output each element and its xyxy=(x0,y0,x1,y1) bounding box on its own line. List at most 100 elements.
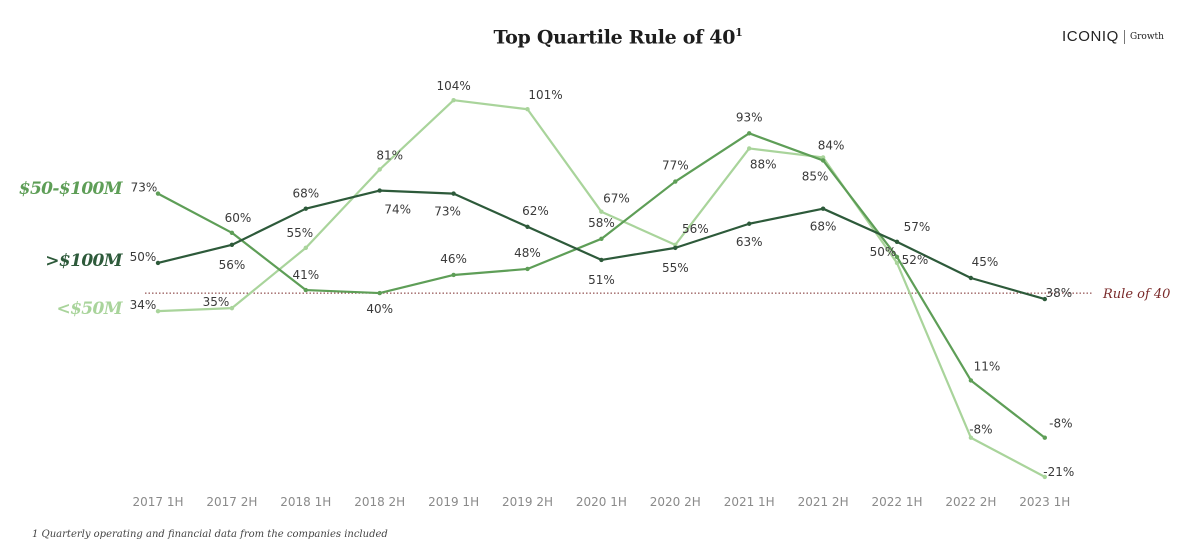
data-point xyxy=(747,221,752,226)
data-label: 50% xyxy=(130,250,157,264)
reference-line-label: Rule of 40 xyxy=(1102,287,1170,302)
data-point xyxy=(525,266,530,272)
data-label: 48% xyxy=(514,246,541,260)
brand-name: ICONIQ xyxy=(1062,28,1119,45)
data-point xyxy=(820,155,826,160)
data-point xyxy=(747,146,752,151)
chart-title: Top Quartile Rule of 401 xyxy=(493,26,743,49)
series-line-2 xyxy=(157,99,1046,478)
data-point xyxy=(525,224,530,229)
data-label: 56% xyxy=(682,222,709,236)
brand-sub: Growth xyxy=(1129,31,1164,42)
brand-divider xyxy=(1123,29,1125,44)
data-label: 93% xyxy=(736,110,763,124)
data-label: 74% xyxy=(384,203,411,217)
data-point xyxy=(229,242,235,248)
data-point xyxy=(451,191,456,196)
data-point xyxy=(303,287,308,293)
data-label: 50% xyxy=(870,245,897,259)
x-tick-label: 2020 1H xyxy=(576,495,627,509)
data-point xyxy=(229,230,235,235)
data-label: 68% xyxy=(292,187,319,201)
data-point xyxy=(673,245,678,251)
series-label-over-100m: >$100M xyxy=(45,251,122,271)
data-label: 58% xyxy=(588,216,615,230)
data-point xyxy=(747,131,752,136)
data-point xyxy=(894,260,900,266)
data-label: 84% xyxy=(818,138,845,152)
data-label: 68% xyxy=(810,220,837,234)
data-point xyxy=(525,107,530,112)
data-label: 73% xyxy=(131,181,158,195)
x-tick-label: 2017 1H xyxy=(132,495,183,509)
data-point xyxy=(377,167,382,172)
data-point xyxy=(1042,474,1048,480)
data-label: 73% xyxy=(434,205,461,219)
data-label: 35% xyxy=(203,295,230,309)
x-tick-label: 2019 2H xyxy=(502,495,553,509)
data-label: 85% xyxy=(802,169,829,183)
x-tick-label: 2022 1H xyxy=(871,495,922,509)
data-point xyxy=(229,305,235,311)
footnote: 1 Quarterly operating and financial data… xyxy=(32,529,388,540)
x-tick-label: 2021 2H xyxy=(798,495,849,509)
x-tick-label: 2023 1H xyxy=(1019,495,1070,509)
x-tick-label: 2018 2H xyxy=(354,495,405,509)
data-label: 34% xyxy=(130,298,157,312)
data-point xyxy=(377,290,382,296)
data-label: 51% xyxy=(588,273,615,287)
data-point xyxy=(673,242,678,248)
data-label: 56% xyxy=(219,258,246,272)
data-point xyxy=(377,188,382,193)
data-label: -21% xyxy=(1043,465,1074,479)
data-label: 40% xyxy=(366,302,393,316)
data-point xyxy=(155,191,161,196)
data-label: 11% xyxy=(974,359,1001,373)
data-point xyxy=(673,179,678,184)
data-point xyxy=(1042,435,1048,440)
data-point xyxy=(155,308,161,314)
data-label: 57% xyxy=(904,220,931,234)
data-label: 67% xyxy=(603,192,630,206)
data-label: -8% xyxy=(1049,417,1072,431)
data-label: 81% xyxy=(376,149,403,163)
data-label: 88% xyxy=(750,157,777,171)
series-label-50-100m: $50-$100M xyxy=(18,179,123,199)
data-point xyxy=(894,254,900,260)
x-tick-label: 2018 1H xyxy=(280,495,331,509)
data-label: 60% xyxy=(225,211,252,225)
data-label: 55% xyxy=(662,261,689,275)
x-tick-label: 2021 1H xyxy=(724,495,775,509)
data-label: 45% xyxy=(972,255,999,269)
data-point xyxy=(968,378,974,383)
data-label: 104% xyxy=(436,79,470,93)
data-point xyxy=(451,97,456,103)
data-label: 41% xyxy=(292,268,319,282)
series-label-under-50m: <$50M xyxy=(56,299,122,319)
data-label: -8% xyxy=(969,423,992,437)
data-point xyxy=(599,257,604,263)
data-point xyxy=(451,272,456,278)
data-point xyxy=(599,209,604,214)
data-point xyxy=(303,245,308,251)
data-point xyxy=(894,239,900,245)
data-label: 63% xyxy=(736,235,763,249)
x-tick-label: 2022 2H xyxy=(945,495,996,509)
data-point xyxy=(968,435,974,440)
data-point xyxy=(303,206,308,211)
data-label: 46% xyxy=(440,252,467,266)
brand-logo: ICONIQ Growth xyxy=(1062,28,1164,45)
data-label: 38% xyxy=(1045,286,1072,300)
data-label: 101% xyxy=(528,88,562,102)
data-point xyxy=(820,206,826,211)
x-tick-label: 2020 2H xyxy=(650,495,701,509)
data-point xyxy=(1042,296,1048,302)
data-point xyxy=(968,275,974,281)
x-tick-label: 2017 2H xyxy=(206,495,257,509)
data-label: 52% xyxy=(902,253,929,267)
data-label: 62% xyxy=(522,204,549,218)
data-label: 77% xyxy=(662,159,689,173)
x-tick-label: 2019 1H xyxy=(428,495,479,509)
data-point xyxy=(820,158,826,163)
